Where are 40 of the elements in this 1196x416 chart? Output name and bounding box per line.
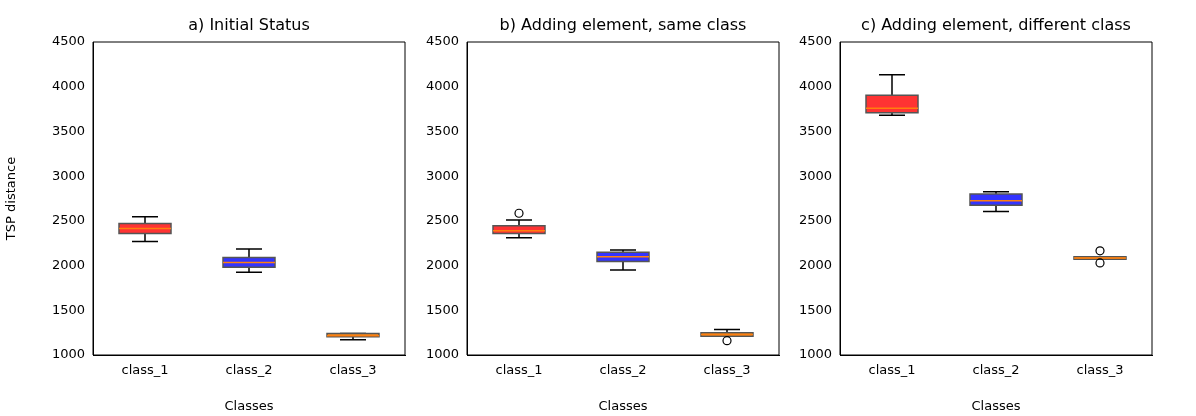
x-axis-title: Classes — [598, 397, 648, 413]
y-tick-label: 4500 — [798, 33, 832, 49]
y-tick-label: 1000 — [425, 346, 459, 362]
x-tick-label: class_2 — [972, 362, 1020, 378]
chart-title: c) Adding element, different class — [861, 15, 1131, 35]
y-axis-title: TSP distance — [3, 156, 19, 242]
chart-title: b) Adding element, same class — [499, 15, 747, 35]
y-tick-label: 4500 — [425, 33, 459, 49]
y-tick-label: 2500 — [798, 212, 832, 228]
y-tick-label: 3500 — [798, 122, 832, 138]
x-tick-label: class_3 — [329, 362, 377, 378]
y-tick-label: 3500 — [51, 122, 85, 138]
x-tick-label: class_1 — [495, 362, 543, 378]
x-tick-label: class_2 — [599, 362, 647, 378]
y-tick-label: 1000 — [798, 346, 832, 362]
x-axis-title: Classes — [971, 397, 1021, 413]
y-tick-label: 1000 — [51, 346, 85, 362]
x-axis-title: Classes — [224, 397, 274, 413]
y-tick-label: 3000 — [51, 167, 85, 183]
y-tick-label: 4000 — [425, 78, 459, 94]
y-tick-label: 2000 — [51, 256, 85, 272]
y-tick-label: 2500 — [51, 212, 85, 228]
x-tick-label: class_3 — [703, 362, 751, 378]
x-tick-label: class_1 — [121, 362, 169, 378]
y-tick-label: 4500 — [51, 33, 85, 49]
y-tick-label: 3500 — [425, 122, 459, 138]
y-tick-label: 1500 — [51, 301, 85, 317]
y-tick-label: 4000 — [798, 78, 832, 94]
x-tick-label: class_3 — [1076, 362, 1124, 378]
y-tick-label: 2000 — [798, 256, 832, 272]
y-tick-label: 3000 — [798, 167, 832, 183]
y-tick-label: 4000 — [51, 78, 85, 94]
y-tick-label: 3000 — [425, 167, 459, 183]
y-tick-label: 2500 — [425, 212, 459, 228]
y-tick-label: 2000 — [425, 256, 459, 272]
y-tick-label: 1500 — [798, 301, 832, 317]
y-tick-label: 1500 — [425, 301, 459, 317]
x-tick-label: class_2 — [225, 362, 273, 378]
x-tick-label: class_1 — [868, 362, 916, 378]
chart-title: a) Initial Status — [188, 15, 310, 35]
